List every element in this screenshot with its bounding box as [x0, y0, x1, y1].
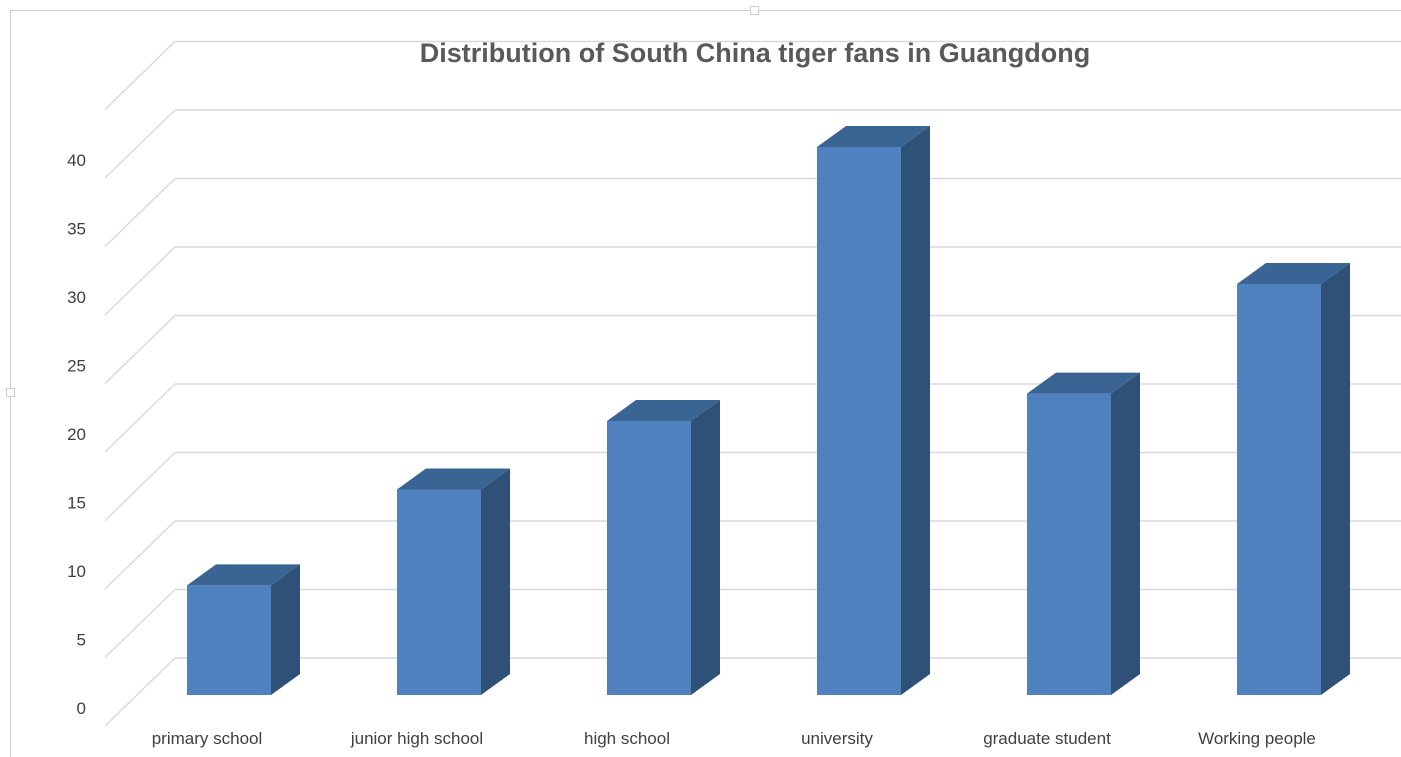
gridline-side: [104, 109, 176, 179]
bar: [187, 564, 300, 695]
bar-side: [691, 400, 720, 695]
bar-side: [271, 564, 300, 695]
y-tick-label: 5: [77, 631, 86, 650]
bar-front: [187, 585, 271, 695]
bar: [397, 468, 510, 695]
bar: [1027, 372, 1140, 695]
bar-front: [1237, 284, 1321, 695]
bar-top: [817, 126, 930, 147]
x-category-label: high school: [584, 729, 670, 748]
x-category-label: Working people: [1198, 729, 1316, 748]
y-tick-label: 30: [67, 288, 86, 307]
y-axis-ticks: 0 5 10 15 20 25 30 35 40: [67, 151, 86, 718]
gridline-side: [104, 177, 176, 248]
bar-top: [607, 400, 720, 421]
gridline-side: [104, 383, 176, 453]
x-category-label: university: [801, 729, 873, 748]
gridline-side: [104, 657, 176, 727]
bar: [607, 400, 720, 695]
bar-top: [1027, 372, 1140, 394]
bar-front: [1027, 393, 1111, 695]
y-tick-label: 0: [77, 699, 86, 718]
chart-frame: [10, 10, 1401, 757]
bar-top: [397, 468, 510, 490]
resize-handle-top[interactable]: [750, 6, 759, 15]
y-tick-label: 20: [67, 425, 86, 444]
bar-side: [1321, 263, 1350, 695]
bar-front: [817, 147, 901, 695]
bar-side: [481, 468, 510, 695]
bar-side: [1111, 372, 1140, 695]
bar-top: [187, 564, 300, 586]
chart-title: Distribution of South China tiger fans i…: [419, 38, 1091, 68]
bar-front: [397, 489, 481, 695]
y-tick-label: 40: [67, 151, 86, 170]
y-tick-label: 25: [67, 357, 86, 376]
y-tick-label: 10: [67, 562, 86, 581]
x-axis-labels: primary school junior high school high sch…: [152, 729, 1316, 748]
bar: [1237, 263, 1350, 695]
bar-front: [607, 421, 691, 695]
gridline-side: [104, 520, 176, 590]
gridline-side: [104, 314, 176, 385]
gridlines: [104, 40, 1401, 727]
gridline-side: [104, 40, 176, 111]
gridline-side: [104, 246, 176, 316]
gridline-side: [104, 451, 176, 522]
x-category-label: graduate student: [983, 729, 1111, 748]
gridline-side: [104, 588, 176, 659]
bars: [187, 126, 1350, 695]
x-category-label: primary school: [152, 729, 263, 748]
y-tick-label: 15: [67, 494, 86, 513]
resize-handle-left[interactable]: [6, 388, 15, 397]
x-category-label: junior high school: [350, 729, 483, 748]
bar-top: [1237, 263, 1350, 284]
bar: [817, 126, 930, 695]
bar-side: [901, 126, 930, 695]
y-tick-label: 35: [67, 220, 86, 239]
